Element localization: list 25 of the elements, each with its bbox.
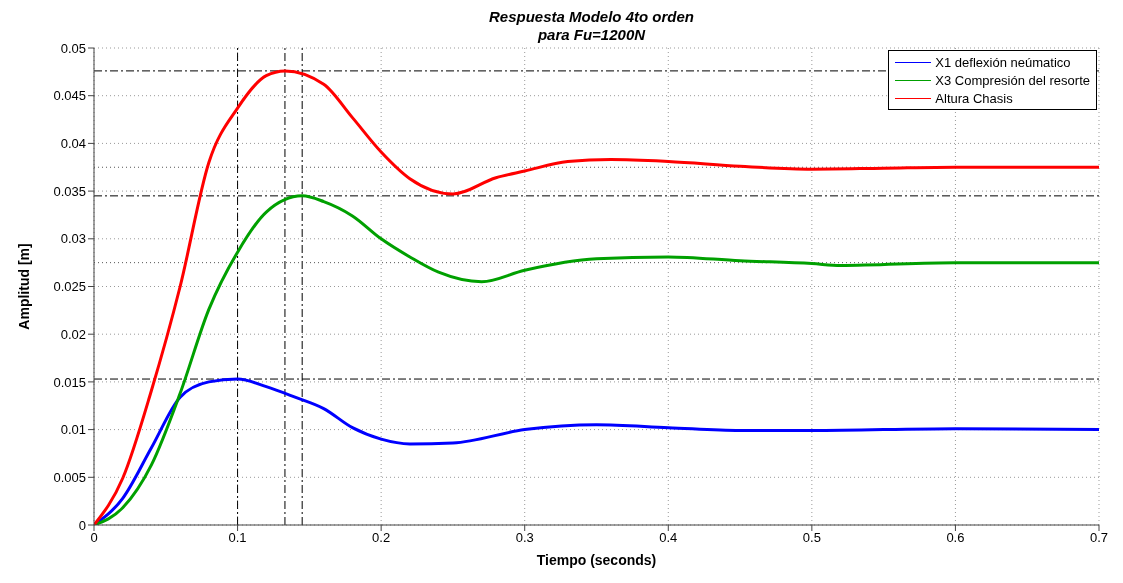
y-tick-label: 0.035 — [53, 183, 86, 199]
x-tick-label: 0.5 — [802, 530, 821, 546]
legend-label: Altura Chasis — [935, 90, 1013, 106]
x-tick-label: 0.6 — [946, 530, 965, 546]
y-tick-label: 0.045 — [53, 88, 86, 104]
x-tick-label: 0.4 — [659, 530, 678, 546]
y-axis-title: Amplitud [m] — [15, 243, 32, 330]
y-tick-label: 0 — [78, 517, 86, 533]
legend-label: X1 deflexión neúmatico — [935, 54, 1071, 70]
y-tick-label: 0.01 — [60, 422, 86, 438]
y-tick-label: 0.02 — [60, 326, 86, 342]
y-tick-label: 0.005 — [53, 469, 86, 485]
y-tick-label: 0.015 — [53, 374, 86, 390]
x-tick-label: 0.1 — [228, 530, 247, 546]
x-tick-label: 0.7 — [1089, 530, 1109, 546]
x-tick-label: 0 — [90, 530, 98, 546]
y-tick-label: 0.05 — [60, 40, 86, 56]
x-axis-title: Tiempo (seconds) — [536, 552, 657, 568]
y-tick-label: 0.04 — [60, 136, 86, 152]
x-tick-label: 0.3 — [515, 530, 534, 546]
y-tick-label: 0.03 — [60, 231, 86, 247]
x-tick-label: 0.2 — [372, 530, 391, 546]
legend-label: X3 Compresión del resorte — [935, 72, 1090, 88]
chart-title: Respuesta Modelo 4to orden para Fu=1200N — [488, 8, 695, 43]
y-tick-label: 0.025 — [53, 279, 86, 295]
